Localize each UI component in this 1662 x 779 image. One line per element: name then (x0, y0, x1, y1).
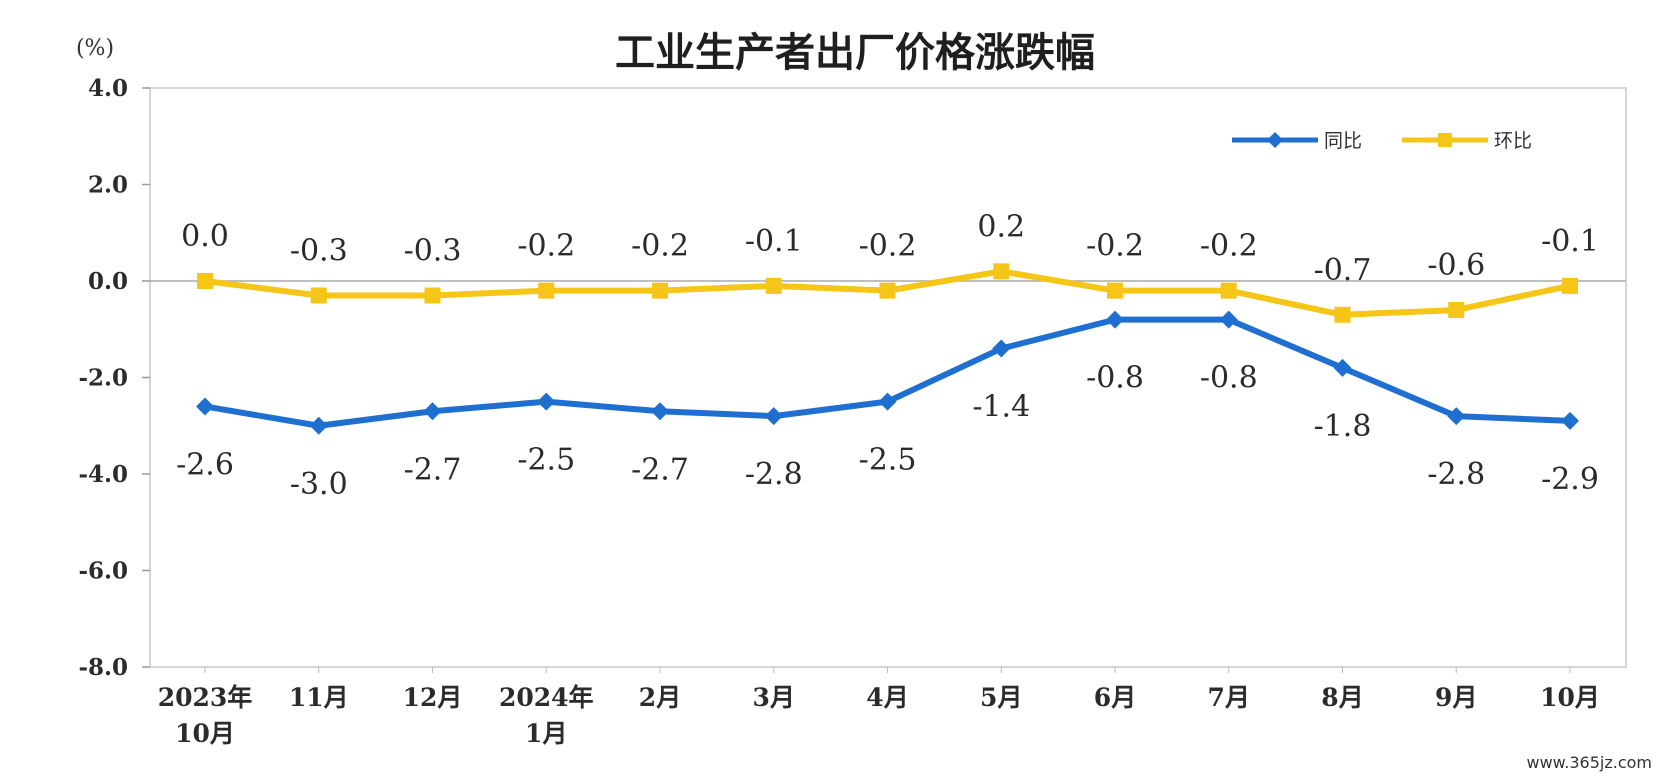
legend: 同比 环比 (1232, 130, 1532, 152)
series-1-point (1447, 407, 1466, 426)
series-2-data-label: 0.0 (181, 219, 229, 254)
series-1-point (764, 407, 783, 426)
legend-marker-2 (1438, 133, 1452, 147)
series-2-data-label: -0.1 (1541, 224, 1599, 259)
series-2-point (765, 277, 782, 294)
x-tick-label: 1月 (525, 719, 567, 748)
chart-title: 工业生产者出厂价格涨跌幅 (615, 30, 1095, 76)
series-1-data-label: -2.8 (745, 457, 803, 492)
x-tick-label: 10月 (1540, 683, 1600, 712)
series-2-data-label: -0.1 (745, 224, 803, 259)
y-tick-label: -8.0 (78, 654, 128, 681)
series-2-data-label: -0.6 (1427, 248, 1485, 283)
series-2-data-label: -0.7 (1314, 253, 1372, 288)
y-tick-label: 0.0 (88, 268, 128, 295)
series-1-data-label: -2.5 (859, 443, 917, 478)
series-1-point (1561, 411, 1579, 430)
series-2-data-label: -0.2 (1086, 229, 1144, 264)
series-2-point (993, 263, 1010, 280)
series-1-point (878, 392, 897, 411)
series-1-data-label: -2.9 (1541, 462, 1599, 497)
series-1-data-label: -2.7 (404, 452, 462, 487)
x-tick-label: 2024年 (499, 683, 594, 712)
x-tick-label: 2023年 (158, 683, 253, 712)
x-tick-label: 7月 (1208, 683, 1250, 712)
series-1-data-label: -2.5 (517, 443, 575, 478)
series-1-point (309, 416, 328, 435)
y-tick-label: -2.0 (78, 365, 128, 392)
series-1-point (423, 402, 442, 421)
series-2-point (652, 282, 668, 299)
legend-label-2: 环比 (1494, 130, 1532, 152)
x-tick-label: 5月 (980, 683, 1022, 712)
series-2-point (1562, 277, 1578, 294)
series-2-point (1334, 306, 1351, 323)
series-2-data-label: -0.2 (631, 229, 689, 264)
series-1-point (537, 392, 556, 411)
series-1-point (651, 402, 669, 421)
series-2-data-label: 0.2 (977, 209, 1025, 244)
y-tick-label: 4.0 (88, 75, 128, 102)
x-tick-label: 4月 (866, 683, 908, 712)
series-2-point (538, 282, 555, 299)
series-1-point (196, 397, 214, 416)
series-group (196, 263, 1579, 435)
series-2-point (310, 287, 327, 304)
series-2-data-label: -0.3 (404, 233, 462, 268)
series-1-point (1106, 310, 1124, 329)
series-2-data-label: -0.2 (517, 229, 575, 264)
x-tick-label: 10月 (175, 719, 235, 748)
legend-marker-1 (1267, 132, 1283, 148)
series-1-data-label: -1.4 (972, 390, 1030, 425)
series-1-point (1219, 310, 1238, 329)
x-tick-label: 9月 (1435, 683, 1477, 712)
x-tick-label: 3月 (753, 683, 795, 712)
series-2-point (1107, 282, 1123, 299)
x-tick-label: 6月 (1094, 683, 1136, 712)
series-1-data-label: -2.8 (1427, 457, 1485, 492)
x-tick-label: 12月 (403, 683, 463, 712)
data-labels-group: -2.6 -3.0 -2.7 -2.5 -2.7 -2.8 -2.5 -1.4 -0.8 -0.8… (176, 209, 1599, 501)
plot-area-frame (149, 87, 1627, 668)
series-1-point (1333, 358, 1352, 377)
series-2-point (197, 273, 213, 289)
series-2-point (879, 282, 896, 299)
y-tick-label: -4.0 (78, 461, 128, 488)
series-1-data-label: -2.7 (631, 452, 689, 487)
series-2-data-label: -0.2 (859, 229, 917, 264)
y-tick-label: 2.0 (88, 172, 128, 199)
series-1-data-label: -3.0 (290, 467, 348, 502)
series-1-data-label: -1.8 (1314, 409, 1372, 444)
series-2-point (1448, 301, 1465, 318)
series-2-data-label: -0.3 (290, 233, 348, 268)
series-1-data-label: -2.6 (176, 447, 234, 482)
x-tick-label: 8月 (1321, 683, 1363, 712)
series-1-data-label: -0.8 (1200, 361, 1258, 396)
y-axis: 4.0 2.0 0.0 -2.0 -4.0 -6.0 -8.0 (78, 75, 150, 681)
series-2-data-label: -0.2 (1200, 229, 1258, 264)
legend-label-1: 同比 (1324, 130, 1362, 152)
x-axis: 2023年 10月 11月 12月 2024年 1月 2月 3月 4月 5月 6月 7月 8月 9月 10月 (158, 667, 1600, 748)
series-2-point (424, 287, 441, 304)
y-unit-label: (%) (76, 36, 114, 61)
watermark: www.365jz.com (1526, 753, 1652, 772)
x-tick-label: 11月 (289, 683, 349, 712)
x-tick-label: 2月 (639, 683, 681, 712)
y-tick-label: -6.0 (78, 558, 128, 585)
series-2-point (1220, 282, 1237, 299)
series-1-point (992, 339, 1011, 358)
series-1-data-label: -0.8 (1086, 361, 1144, 396)
